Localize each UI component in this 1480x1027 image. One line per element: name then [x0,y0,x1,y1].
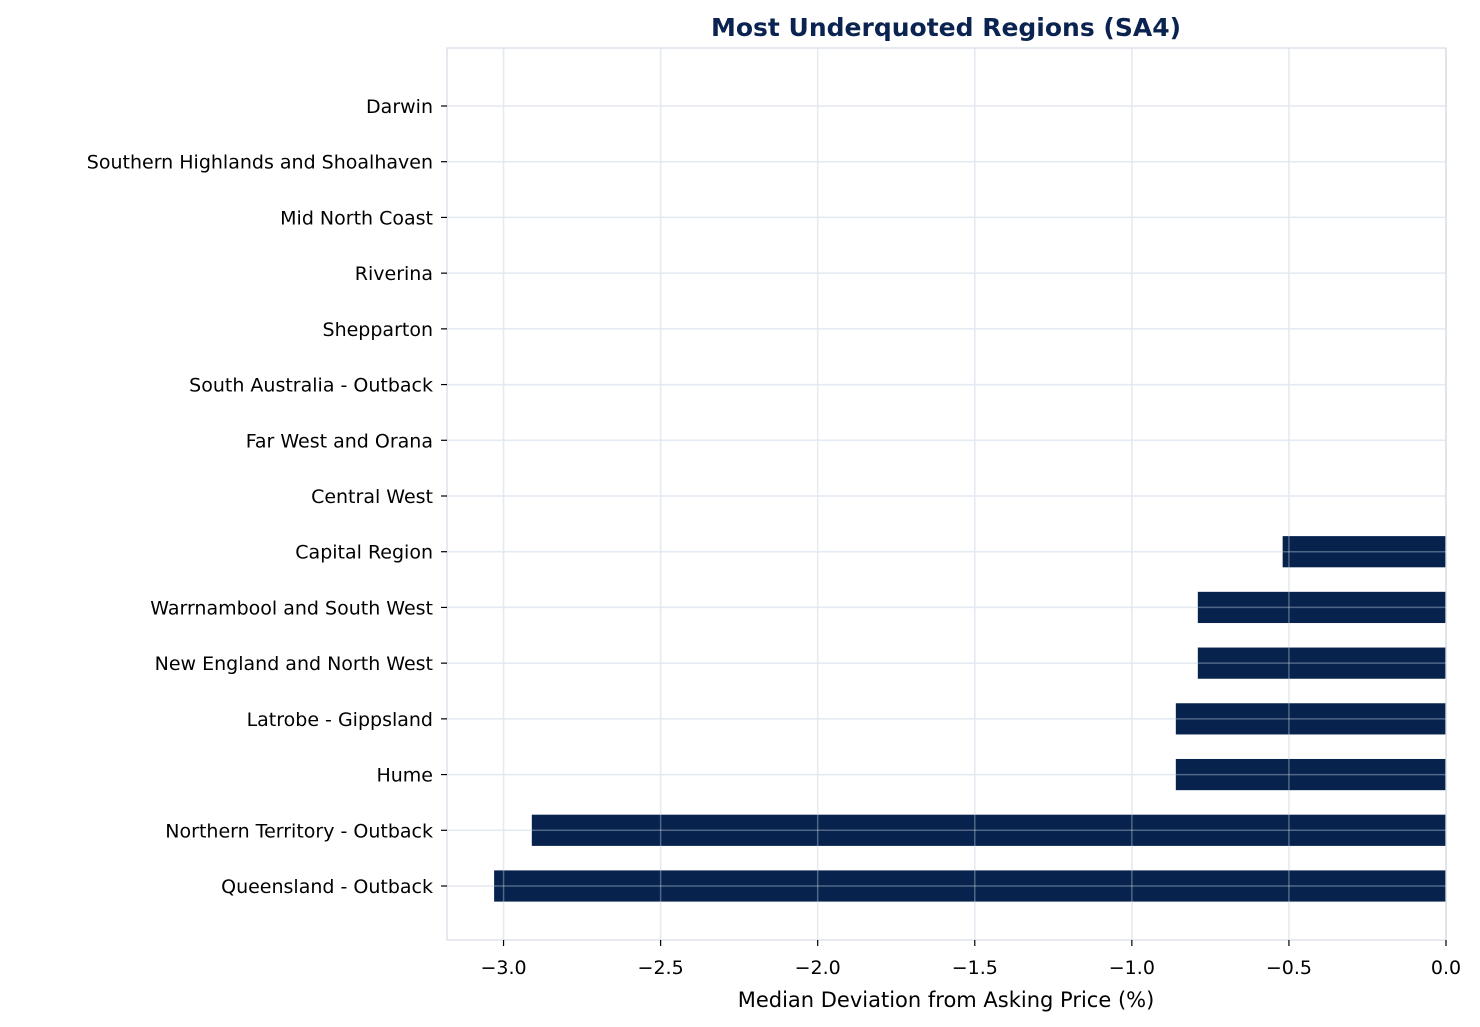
chart-title: Most Underquoted Regions (SA4) [711,13,1181,42]
x-tick-label: −1.0 [1109,957,1155,979]
bar [1282,536,1446,568]
bar [1175,703,1446,735]
x-tick-label: −2.5 [638,957,684,979]
x-axis: −3.0 −2.5 −2.0 −1.5 −1.0 −0.5 0.0 [480,940,1461,979]
y-tick-label: Latrobe - Gippsland [247,709,433,731]
y-tick-label: Capital Region [295,542,433,564]
y-tick-label: South Australia - Outback [189,375,433,397]
y-tick-label: Riverina [355,263,433,285]
y-axis: Darwin Southern Highlands and Shoalhaven M… [87,96,447,898]
y-tick-label: Southern Highlands and Shoalhaven [87,152,433,174]
y-tick-label: Hume [376,765,433,787]
y-tick-label: Shepparton [323,319,433,341]
bar [494,870,1446,902]
y-tick-label: Warrnambool and South West [150,597,433,619]
bars [494,536,1446,902]
bar [1197,647,1446,679]
x-tick-label: −1.5 [952,957,998,979]
x-tick-label: −2.0 [795,957,841,979]
y-tick-label: Central West [311,486,433,508]
y-tick-label: New England and North West [155,653,433,675]
plot-frame [446,47,1447,941]
grid [447,48,1447,940]
x-tick-label: −3.0 [480,957,526,979]
y-tick-label: Mid North Coast [280,207,433,229]
x-tick-label: 0.0 [1431,957,1461,979]
bar [1175,758,1446,791]
y-tick-label: Queensland - Outback [221,876,433,898]
y-tick-label: Far West and Orana [246,430,433,452]
bar [531,814,1446,846]
x-axis-label: Median Deviation from Asking Price (%) [738,988,1155,1012]
y-tick-label: Northern Territory - Outback [165,820,433,842]
y-tick-label: Darwin [366,96,433,118]
x-tick-label: −0.5 [1266,957,1312,979]
bar [1197,591,1446,624]
grid-overlay [446,47,1447,941]
